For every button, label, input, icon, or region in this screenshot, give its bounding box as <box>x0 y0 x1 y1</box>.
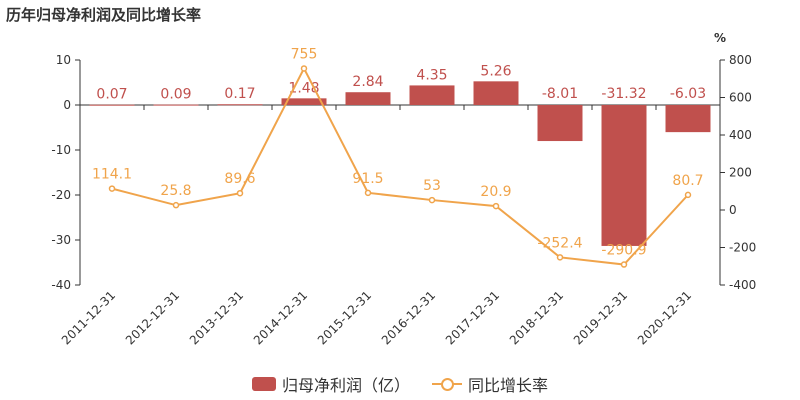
y-right-tick-label: 200 <box>729 166 752 180</box>
y-right-tick-label: -400 <box>729 278 756 292</box>
legend-line-label: 同比增长率 <box>468 376 549 395</box>
chart-legend: 归母净利润（亿） 同比增长率 <box>0 372 800 396</box>
bar-data-label: 5.26 <box>480 63 511 79</box>
bar-data-label: 0.07 <box>96 87 127 103</box>
legend-bar-swatch <box>251 377 276 391</box>
x-tick-label: 2016-12-31 <box>379 288 438 347</box>
y-left-tick-label: -40 <box>51 278 71 292</box>
y-right-tick-label: 400 <box>729 128 752 142</box>
growth-line <box>111 66 689 266</box>
legend-item-line[interactable]: 同比增长率 <box>432 372 548 396</box>
x-tick-label: 2018-12-31 <box>507 288 566 347</box>
legend-line-swatch <box>432 377 462 391</box>
y-right-tick-label: 600 <box>729 91 752 105</box>
bar-data-label: -31.32 <box>601 86 646 102</box>
line-point <box>556 254 564 261</box>
x-tick-label: 2017-12-31 <box>443 288 502 347</box>
line-data-label: 755 <box>291 46 318 62</box>
y-right-tick-label: 0 <box>729 203 737 217</box>
bar <box>345 92 391 105</box>
line-data-label: 114.1 <box>92 167 132 183</box>
x-tick-label: 2011-12-31 <box>59 288 118 347</box>
line-data-label: 20.9 <box>480 184 511 200</box>
bar-data-label: 2.84 <box>352 74 383 90</box>
line-data-label: 89.6 <box>224 171 255 187</box>
bar-data-label: -8.01 <box>542 86 578 102</box>
line-data-label: -252.4 <box>537 235 582 251</box>
line-point <box>428 196 436 204</box>
chart-title: 历年归母净利润及同比增长率 <box>6 6 202 24</box>
line-point <box>300 65 308 72</box>
line-point <box>172 201 180 209</box>
line-point <box>108 185 116 192</box>
line-point <box>236 189 244 197</box>
legend-item-bar[interactable]: 归母净利润（亿） <box>251 372 410 396</box>
y-right-tick-label: -200 <box>729 241 756 255</box>
x-tick-label: 2013-12-31 <box>187 288 246 347</box>
bar-data-label: 0.09 <box>160 87 191 103</box>
x-tick-label: 2020-12-31 <box>635 288 694 347</box>
line-data-label: 91.5 <box>352 171 383 187</box>
bar <box>89 104 135 106</box>
x-tick-label: 2019-12-31 <box>571 288 630 347</box>
y-right-unit-label: % <box>714 31 726 45</box>
line-data-label: -290.9 <box>601 243 646 259</box>
line-data-label: 80.7 <box>672 173 703 189</box>
bar <box>409 85 455 105</box>
x-tick-label: 2015-12-31 <box>315 288 374 347</box>
bar <box>217 104 263 106</box>
bar-data-label: 4.35 <box>416 67 447 83</box>
line-data-label: 53 <box>423 178 441 194</box>
y-left-tick-label: 0 <box>63 98 71 112</box>
bar-data-label: -6.03 <box>670 86 706 102</box>
bar <box>665 105 711 133</box>
legend-bar-label: 归母净利润（亿） <box>281 376 410 395</box>
y-right-tick-label: 800 <box>729 53 752 67</box>
bar-data-label: 0.17 <box>224 86 255 102</box>
bar <box>473 81 519 105</box>
x-tick-label: 2014-12-31 <box>251 288 310 347</box>
y-left-tick-label: 10 <box>56 53 71 67</box>
y-left-tick-label: -30 <box>51 233 71 247</box>
y-left-tick-label: -10 <box>51 143 71 157</box>
bar <box>153 104 199 106</box>
line-point <box>684 191 692 199</box>
line-point <box>620 261 628 268</box>
y-left-tick-label: -20 <box>51 188 71 202</box>
line-point <box>492 202 500 210</box>
bar <box>601 105 647 246</box>
bar <box>281 98 327 105</box>
x-tick-label: 2012-12-31 <box>123 288 182 347</box>
bar <box>537 105 583 142</box>
line-point <box>364 189 372 197</box>
line-data-label: 25.8 <box>160 183 191 199</box>
